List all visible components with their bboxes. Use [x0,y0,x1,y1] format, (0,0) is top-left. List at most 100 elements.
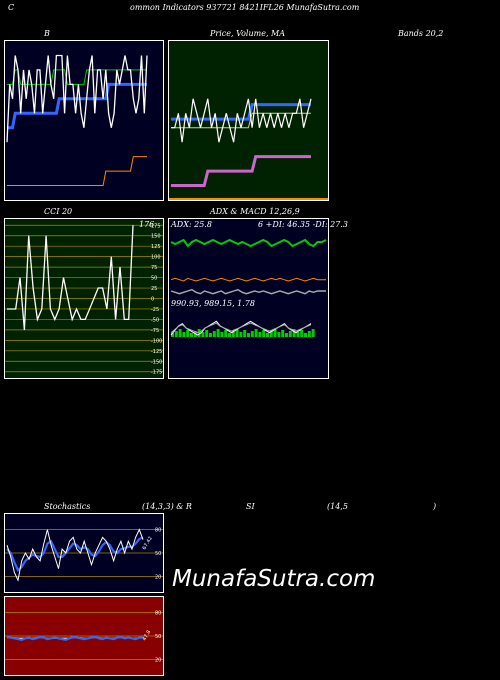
close-paren: ) [433,502,437,511]
macd-histogram-bar [304,333,307,337]
macd-histogram-bar [285,333,288,337]
macd-histogram-bar [250,331,254,337]
cci-tick-label: -75 [151,328,159,334]
macd-histogram-bar [220,332,224,337]
macd-histogram-bar [307,331,311,337]
rsi-chart: 80 50 20 47.8 [5,597,163,675]
macd-readout: 990.93, 989.15, 1.78 [171,299,255,308]
header-title: ommon Indicators 937721 8421IFL26 Munafa… [130,3,360,12]
cci-tick-label: -25 [151,307,159,313]
macd-histogram-bar [266,333,269,337]
cci-tick-label: 50 [151,276,157,282]
price-short-ma [171,103,311,121]
bb-title: B [44,29,50,38]
adx-plus-di [170,238,327,248]
price-chart [169,41,328,200]
bands-title: Bands 20,2 [398,29,444,38]
macd-histogram-bar [273,329,277,337]
cci-tick-label: 175 [151,223,161,229]
macd-histogram-bar [277,332,281,337]
adx-chart [169,219,328,378]
macd-histogram-bar [216,329,220,337]
macd-histogram-bar [254,329,258,337]
macd-histogram-bar [288,331,292,337]
macd-histogram-bar [269,331,273,337]
adx-readout: ADX: 25.8 [171,220,212,229]
macd-histogram-bar [174,331,178,337]
macd-histogram-bar [231,331,235,337]
rsi-panel: 80 50 20 47.8 [4,596,164,676]
bb-price-line [6,54,148,143]
cci-tick-label: -100 [151,338,162,344]
rsi-value-label: 47.8 [142,629,153,642]
macd-histogram-bar [228,333,231,337]
price-long-ma [171,155,311,187]
price-line [171,98,312,143]
cci-title: CCI 20 [44,207,73,216]
price-title: Price, Volume, MA [210,29,286,38]
macd-histogram-bar [281,330,285,337]
cci-tick-label: -50 [151,317,159,323]
cci-tick-label: 125 [151,244,161,250]
macd-histogram-bar [262,330,266,337]
watermark: MunafaSutra.com [172,566,376,592]
rsi-title: SI [246,502,255,511]
cci-tick-label: 25 [151,286,157,292]
rsi-line [6,635,143,642]
cci-tick-label: 0 [151,297,154,303]
rsi-tick-label: 20 [155,657,161,663]
adx-line [170,288,326,295]
macd-signal-line [170,322,312,334]
macd-histogram-bar [201,332,205,337]
cci-tick-label: 100 [151,255,161,261]
stoch-tick-label: 50 [155,551,161,557]
stoch-tick-label: 80 [155,528,161,534]
stochastics-panel: 80 50 20 67.42 [4,513,164,593]
di-readout: 6 +DI: 46.35 -DI: 27.3 [258,220,348,229]
macd-histogram-bar [311,329,315,337]
cci-chart: 175 150 125 100 75 50 25 0 -25 -50 -75 -100 -125 -150… [5,219,163,378]
cci-tick-label: 150 [151,234,161,240]
bb-volume-line [7,156,147,186]
adx-macd-panel [168,218,329,379]
bollinger-bands-panel [4,40,164,201]
adx-minus-di [170,277,326,282]
bollinger-chart [5,41,163,200]
macd-histogram-bar [243,330,247,337]
bb-upper-band [7,69,147,85]
stoch-title: Stochastics [44,502,91,511]
macd-histogram-bar [296,332,300,337]
macd-histogram-bar [190,333,193,337]
rsi-tick-label: 50 [155,634,161,640]
cci-panel: 175 150 125 100 75 50 25 0 -25 -50 -75 -100 -125 -150… [4,218,164,379]
macd-histogram-bar [258,332,262,337]
stoch-params: (14,3,3) & R [142,502,192,511]
macd-histogram-bar [171,333,174,337]
macd-histogram-bar [178,329,182,337]
cci-tick-label: -175 [151,370,162,376]
macd-histogram-bar [239,332,243,337]
rsi-params: (14,5 [327,502,348,511]
macd-histogram-bar [300,330,304,337]
macd-histogram-bar [224,330,228,337]
stoch-k-line [6,528,144,582]
macd-histogram-bar [235,329,239,337]
macd-histogram-bar [209,333,212,337]
cci-line [7,225,134,330]
stoch-tick-label: 20 [155,574,161,580]
price-volume-ma-panel [168,40,329,201]
macd-histogram-bar [247,333,250,337]
macd-histogram-bar [205,330,209,337]
macd-histogram-bar [212,331,216,337]
macd-histogram-bar [182,332,186,337]
cci-current-value: 176 [139,220,155,229]
adx-title: ADX & MACD 12,26,9 [210,207,300,216]
cci-tick-label: 75 [151,265,157,271]
macd-histogram-bar [197,329,201,337]
macd-histogram-bar [186,330,190,337]
rsi-tick-label: 80 [155,611,161,617]
header-c: C [8,3,15,12]
cci-tick-label: -150 [151,359,162,365]
cci-tick-label: -125 [151,349,162,355]
